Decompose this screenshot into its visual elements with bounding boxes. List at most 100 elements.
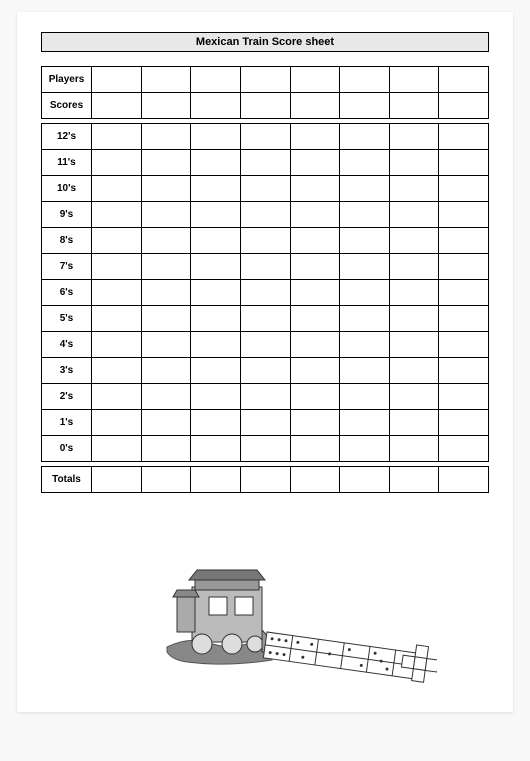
row-label: 0's [42, 436, 92, 462]
score-cell [191, 436, 241, 462]
score-cell [340, 176, 390, 202]
score-cell [141, 176, 191, 202]
score-cell [290, 254, 340, 280]
score-cell [340, 150, 390, 176]
score-cell [290, 67, 340, 93]
score-cell [240, 358, 290, 384]
score-cell [92, 436, 142, 462]
score-cell [92, 280, 142, 306]
score-cell [290, 93, 340, 119]
score-cell [389, 358, 439, 384]
score-cell [191, 384, 241, 410]
score-cell [141, 410, 191, 436]
row-label: Totals [42, 467, 92, 493]
score-cell [389, 202, 439, 228]
score-cell [389, 67, 439, 93]
score-cell [141, 280, 191, 306]
score-cell [240, 410, 290, 436]
score-cell [340, 202, 390, 228]
score-cell [340, 436, 390, 462]
score-cell [240, 436, 290, 462]
score-cell [439, 67, 489, 93]
score-cell [439, 202, 489, 228]
score-cell [191, 202, 241, 228]
score-cell [191, 176, 241, 202]
score-cell [340, 358, 390, 384]
score-cell [141, 202, 191, 228]
score-cell [290, 384, 340, 410]
score-cell [389, 124, 439, 150]
row-label: 4's [42, 332, 92, 358]
score-cell [92, 228, 142, 254]
score-cell [340, 93, 390, 119]
score-cell [92, 254, 142, 280]
score-cell [141, 124, 191, 150]
score-cell [340, 280, 390, 306]
score-cell [340, 384, 390, 410]
score-cell [240, 150, 290, 176]
sheet-title: Mexican Train Score sheet [41, 32, 489, 52]
row-label: 11's [42, 150, 92, 176]
score-cell [389, 467, 439, 493]
score-cell [191, 150, 241, 176]
row-label: 8's [42, 228, 92, 254]
score-cell [439, 332, 489, 358]
score-cell [141, 306, 191, 332]
score-cell [141, 358, 191, 384]
score-cell [141, 228, 191, 254]
score-cell [141, 67, 191, 93]
score-cell [290, 306, 340, 332]
score-cell [290, 150, 340, 176]
score-table: PlayersScores12's11's10's9's8's7's6's5's… [41, 66, 489, 493]
score-cell [92, 150, 142, 176]
score-cell [290, 124, 340, 150]
score-cell [389, 306, 439, 332]
score-cell [191, 332, 241, 358]
score-cell [240, 254, 290, 280]
score-cell [340, 67, 390, 93]
score-cell [191, 254, 241, 280]
score-cell [439, 384, 489, 410]
score-cell [439, 280, 489, 306]
score-cell [439, 124, 489, 150]
score-cell [439, 358, 489, 384]
score-cell [290, 358, 340, 384]
score-cell [92, 410, 142, 436]
score-cell [439, 150, 489, 176]
score-cell [240, 176, 290, 202]
score-cell [92, 67, 142, 93]
train-illustration [137, 542, 437, 692]
score-cell [240, 467, 290, 493]
row-label: 7's [42, 254, 92, 280]
score-cell [240, 228, 290, 254]
score-cell [340, 124, 390, 150]
score-cell [439, 306, 489, 332]
score-cell [141, 254, 191, 280]
score-cell [92, 467, 142, 493]
score-cell [340, 332, 390, 358]
row-label: 3's [42, 358, 92, 384]
score-cell [240, 306, 290, 332]
score-cell [141, 467, 191, 493]
score-cell [389, 254, 439, 280]
score-cell [191, 410, 241, 436]
score-cell [141, 93, 191, 119]
score-cell [439, 467, 489, 493]
score-cell [389, 176, 439, 202]
score-cell [439, 176, 489, 202]
row-label: 9's [42, 202, 92, 228]
score-cell [240, 124, 290, 150]
score-cell [290, 467, 340, 493]
score-cell [340, 467, 390, 493]
score-cell [290, 228, 340, 254]
score-cell [141, 436, 191, 462]
score-cell [290, 202, 340, 228]
score-cell [439, 436, 489, 462]
score-cell [191, 306, 241, 332]
score-cell [389, 332, 439, 358]
row-label: 12's [42, 124, 92, 150]
score-cell [439, 228, 489, 254]
score-cell [191, 358, 241, 384]
row-label: Scores [42, 93, 92, 119]
score-cell [389, 280, 439, 306]
